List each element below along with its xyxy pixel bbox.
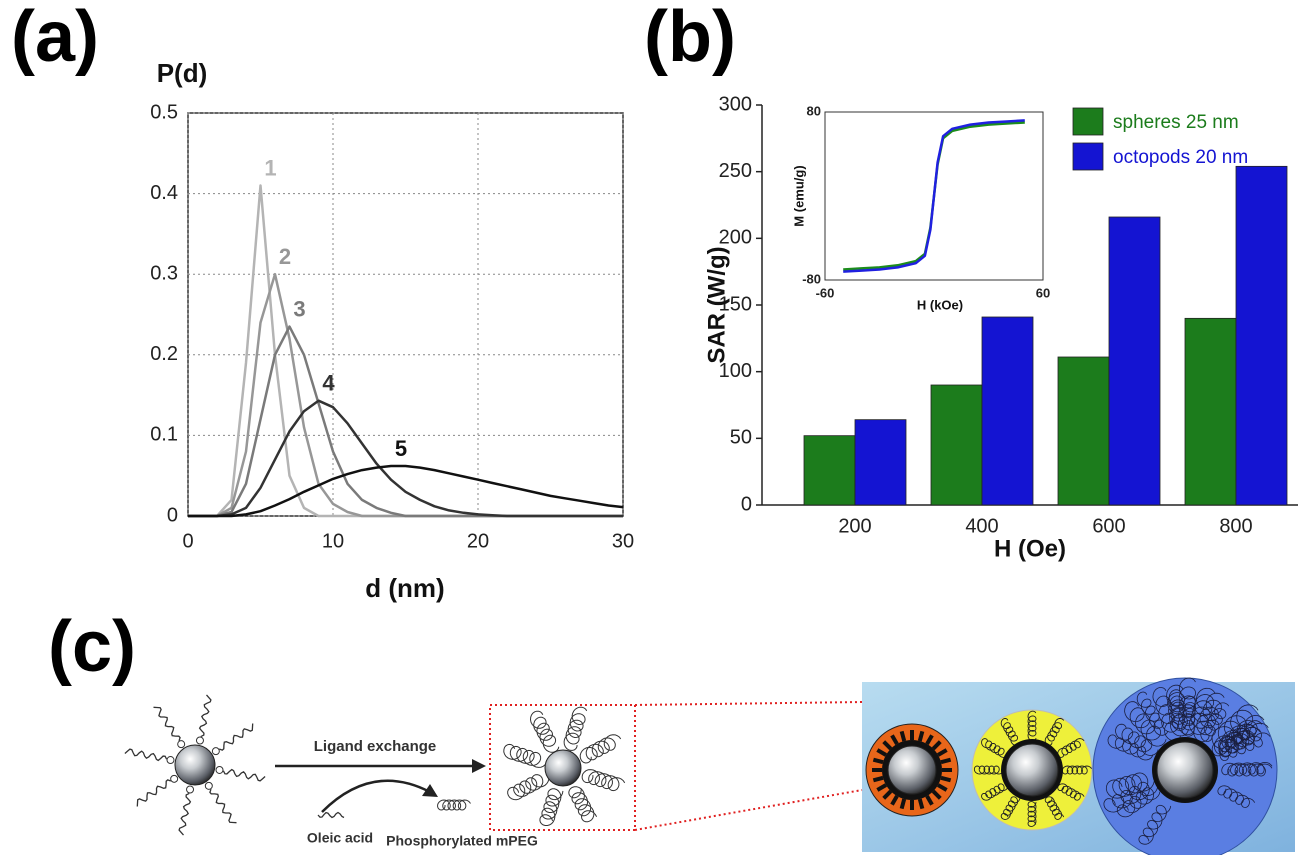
- shell-ligand: [941, 760, 951, 763]
- bar: [1185, 318, 1236, 505]
- ligand-head: [212, 748, 219, 755]
- ligand: [154, 707, 181, 741]
- curve-label: 1: [264, 155, 276, 180]
- nanoparticle: [888, 746, 936, 794]
- x-tick-label: 20: [467, 530, 489, 552]
- y-tick-label: 200: [719, 227, 752, 249]
- x-tick-label: 600: [1092, 515, 1125, 537]
- y-tick-label: 0: [167, 504, 178, 526]
- bar: [1109, 217, 1160, 505]
- nanoparticle: [1157, 742, 1213, 798]
- polymer-coil: [582, 770, 625, 791]
- y-tick-label: 250: [719, 160, 752, 182]
- y-tick-label: 0.3: [150, 262, 178, 284]
- ligand-head: [196, 737, 203, 744]
- x-axis-label: d (nm): [365, 573, 444, 603]
- bar: [931, 385, 982, 505]
- x-tick-label: 200: [838, 515, 871, 537]
- panel-label: (b): [644, 0, 736, 77]
- x-axis-label: H (kOe): [917, 297, 963, 312]
- legend-swatch: [1073, 108, 1103, 135]
- y-axis-label: P(d): [157, 58, 208, 88]
- x-tick-label: 60: [1036, 285, 1050, 300]
- y-tick-label: 0.4: [150, 182, 178, 204]
- polymer-coil: [569, 787, 597, 822]
- shell-ligand: [873, 778, 883, 781]
- ligand-head: [167, 757, 174, 764]
- ligand: [200, 695, 211, 737]
- shell-ligand: [902, 731, 905, 741]
- y-tick-label: 80: [807, 103, 821, 118]
- page: (a) (b) (c) Ligand exchange Oleic acid P…: [0, 0, 1300, 855]
- y-axis-label: M (emu/g): [791, 165, 806, 226]
- ligand: [137, 780, 171, 807]
- x-tick-label: 10: [322, 530, 344, 552]
- zoom-line: [635, 790, 862, 830]
- polymer-coil: [580, 735, 621, 763]
- x-tick-label: 800: [1219, 515, 1252, 537]
- ligand-head: [171, 775, 178, 782]
- ligand: [223, 770, 265, 781]
- ligand: [318, 813, 344, 818]
- curved-arrow: [322, 781, 430, 812]
- x-axis-label: H (Oe): [994, 535, 1066, 562]
- polymer-coil: [564, 707, 587, 750]
- y-axis-label: SAR (W/g): [703, 246, 730, 363]
- panel-label: (c): [48, 607, 136, 687]
- arrow-head: [472, 759, 486, 773]
- legend-swatch: [1073, 143, 1103, 170]
- bar: [804, 436, 855, 505]
- y-tick-label: 0.5: [150, 101, 178, 123]
- shell-ligand: [920, 731, 923, 741]
- y-tick-label: 300: [719, 93, 752, 115]
- diagram: Ligand exchange Oleic acid Phosphorylate…: [125, 678, 1295, 855]
- figure: (a) (b) (c) Ligand exchange Oleic acid P…: [0, 0, 1300, 855]
- x-tick-label: -60: [816, 285, 835, 300]
- shell-ligand: [941, 778, 951, 781]
- nanoparticle: [545, 750, 581, 786]
- ligand-head: [187, 786, 194, 793]
- shell-ligand: [920, 799, 923, 809]
- curve-label: 3: [293, 296, 305, 321]
- polymer-coil: [504, 744, 547, 767]
- curve-label: 4: [322, 371, 335, 396]
- ligand-head: [216, 766, 223, 773]
- y-tick-label: -80: [802, 271, 821, 286]
- shell-ligand: [902, 799, 905, 809]
- bar: [982, 317, 1033, 505]
- diagram-label: Ligand exchange: [314, 738, 437, 755]
- x-tick-label: 30: [612, 530, 634, 552]
- y-tick-label: 50: [730, 427, 752, 449]
- panel-label: (a): [11, 0, 99, 77]
- curve-label: 2: [279, 244, 291, 269]
- ligand: [219, 724, 253, 751]
- shell-ligand: [873, 760, 883, 763]
- polymer-coil: [531, 711, 559, 752]
- legend-label: spheres 25 nm: [1113, 112, 1239, 133]
- bar: [855, 420, 906, 505]
- polymer-coil: [540, 789, 563, 826]
- legend-label: octopods 20 nm: [1113, 147, 1248, 168]
- polymer-coil: [438, 800, 471, 810]
- ligand-head: [205, 782, 212, 789]
- bar: [1236, 166, 1287, 505]
- ligand: [125, 749, 167, 760]
- bar: [1058, 357, 1109, 505]
- curve-label: 5: [395, 436, 407, 461]
- y-tick-label: 0.2: [150, 343, 178, 365]
- ligand-head: [178, 741, 185, 748]
- ligand: [179, 793, 190, 835]
- polymer-coil: [508, 775, 549, 800]
- zoom-line: [635, 702, 862, 705]
- diagram-label: Phosphorylated mPEG: [386, 833, 538, 849]
- x-tick-label: 400: [965, 515, 998, 537]
- ligand: [210, 789, 237, 823]
- x-tick-label: 0: [182, 530, 193, 552]
- nanoparticle: [1006, 744, 1058, 796]
- nanoparticle: [175, 745, 215, 785]
- y-tick-label: 0: [741, 493, 752, 515]
- diagram-label: Oleic acid: [307, 830, 373, 846]
- y-tick-label: 0.1: [150, 424, 178, 446]
